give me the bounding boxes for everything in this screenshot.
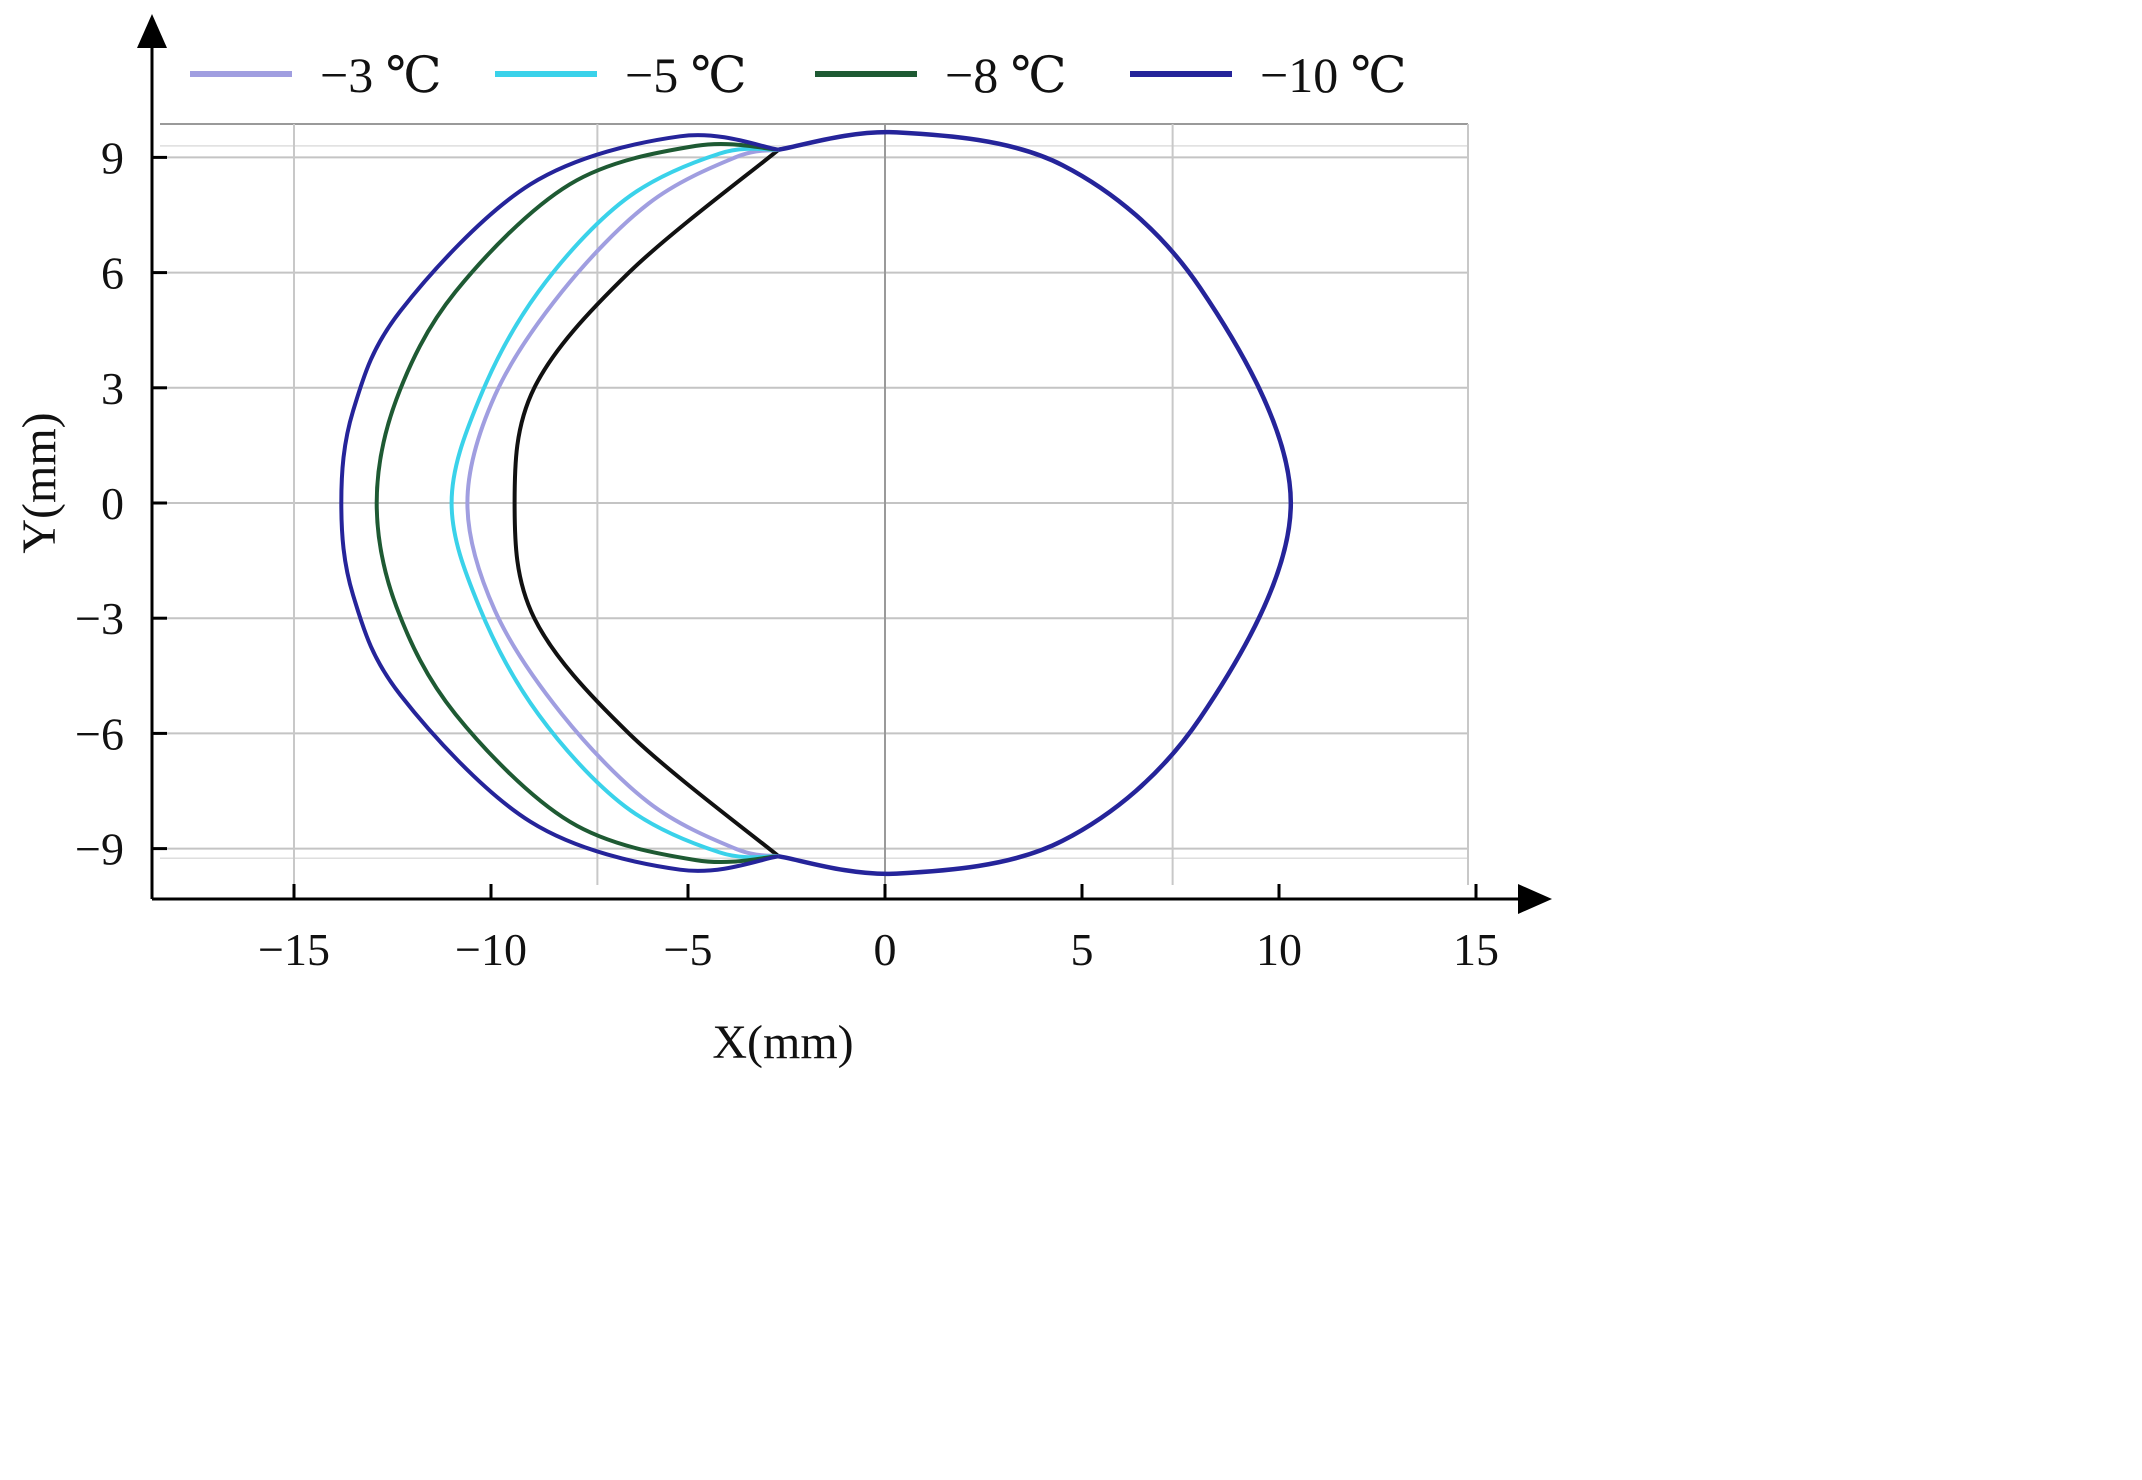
x-tick-label: 10 <box>1256 924 1302 975</box>
y-tick-label: 9 <box>101 132 124 183</box>
grid-layer <box>160 124 1468 885</box>
y-tick-label: 6 <box>101 248 124 299</box>
legend-label: −8 ℃ <box>945 47 1067 103</box>
y-tick-label: 3 <box>101 363 124 414</box>
x-tick-label: 15 <box>1453 924 1499 975</box>
x-tick-label: 5 <box>1071 924 1094 975</box>
contour-chart: −15 −10 −5 0 5 10 15 9 6 3 0 −3 −6 −9 −3 ℃ −5 ℃ −8 ℃ −10… <box>0 0 1568 1088</box>
y-tick-label: −9 <box>75 824 124 875</box>
y-tick-label: −6 <box>75 708 124 759</box>
x-tick-label: 0 <box>874 924 897 975</box>
legend-label: −10 ℃ <box>1260 47 1407 103</box>
x-axis-title: X(mm) <box>712 1016 853 1069</box>
legend-label: −5 ℃ <box>625 47 747 103</box>
x-axis-arrow <box>1518 884 1552 914</box>
x-tick-label: −15 <box>258 924 330 975</box>
y-tick-label: 0 <box>101 478 124 529</box>
axes-layer <box>137 14 1552 914</box>
legend-label: −3 ℃ <box>320 47 442 103</box>
x-tick-label: −5 <box>664 924 713 975</box>
chart-root: −15 −10 −5 0 5 10 15 9 6 3 0 −3 −6 −9 −3 ℃ −5 ℃ −8 ℃ −10… <box>0 0 1568 1088</box>
y-axis-title: Y(mm) <box>13 412 66 553</box>
legend: −3 ℃ −5 ℃ −8 ℃ −10 ℃ <box>190 47 1407 103</box>
y-axis-arrow <box>137 14 167 48</box>
y-tick-label: −3 <box>75 593 124 644</box>
x-tick-label: −10 <box>455 924 527 975</box>
